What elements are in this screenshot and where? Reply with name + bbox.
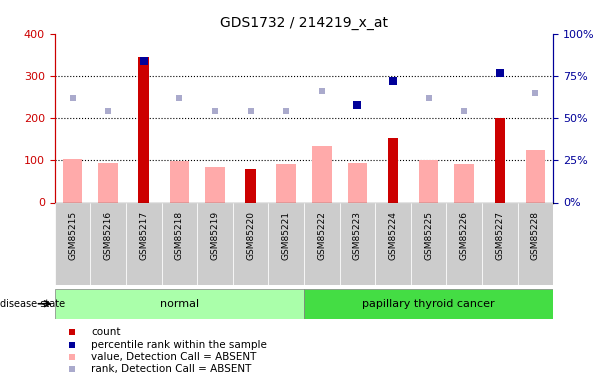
Text: normal: normal	[160, 299, 199, 309]
Bar	[139, 57, 149, 202]
Bar	[304, 289, 553, 319]
Bar	[375, 202, 411, 285]
Bar	[197, 202, 233, 285]
Bar	[340, 202, 375, 285]
Text: value, Detection Call = ABSENT: value, Detection Call = ABSENT	[91, 352, 257, 362]
Bar	[63, 159, 82, 203]
Bar	[233, 202, 268, 285]
Text: rank, Detection Call = ABSENT: rank, Detection Call = ABSENT	[91, 364, 252, 374]
Text: count: count	[91, 327, 121, 338]
Text: GSM85223: GSM85223	[353, 211, 362, 260]
Bar	[91, 202, 126, 285]
Bar	[446, 202, 482, 285]
Bar	[482, 202, 517, 285]
Bar	[245, 169, 256, 202]
Bar	[526, 150, 545, 202]
Text: GSM85224: GSM85224	[389, 211, 398, 260]
Bar	[411, 202, 446, 285]
Bar	[98, 163, 118, 202]
Bar	[494, 118, 505, 202]
Text: GSM85221: GSM85221	[282, 211, 291, 260]
Text: GSM85216: GSM85216	[103, 211, 112, 260]
Bar	[388, 138, 398, 202]
Text: GSM85217: GSM85217	[139, 211, 148, 260]
Bar	[277, 164, 296, 202]
Bar	[454, 164, 474, 202]
Text: GSM85225: GSM85225	[424, 211, 433, 260]
Text: GSM85218: GSM85218	[175, 211, 184, 260]
Text: papillary thyroid cancer: papillary thyroid cancer	[362, 299, 495, 309]
Text: GSM85226: GSM85226	[460, 211, 469, 260]
Title: GDS1732 / 214219_x_at: GDS1732 / 214219_x_at	[220, 16, 388, 30]
Bar	[348, 163, 367, 202]
Bar	[312, 146, 331, 202]
Text: GSM85222: GSM85222	[317, 211, 326, 260]
Bar	[517, 202, 553, 285]
Bar	[304, 202, 340, 285]
Bar	[419, 160, 438, 202]
Bar	[170, 161, 189, 202]
Text: percentile rank within the sample: percentile rank within the sample	[91, 339, 267, 350]
Text: GSM85219: GSM85219	[210, 211, 219, 260]
Bar	[55, 289, 304, 319]
Bar	[205, 166, 225, 202]
Bar	[268, 202, 304, 285]
Bar	[162, 202, 197, 285]
Text: GSM85220: GSM85220	[246, 211, 255, 260]
Text: GSM85227: GSM85227	[496, 211, 505, 260]
Text: GSM85228: GSM85228	[531, 211, 540, 260]
Bar	[126, 202, 162, 285]
Text: GSM85215: GSM85215	[68, 211, 77, 260]
Text: disease state: disease state	[0, 299, 65, 309]
Bar	[55, 202, 91, 285]
